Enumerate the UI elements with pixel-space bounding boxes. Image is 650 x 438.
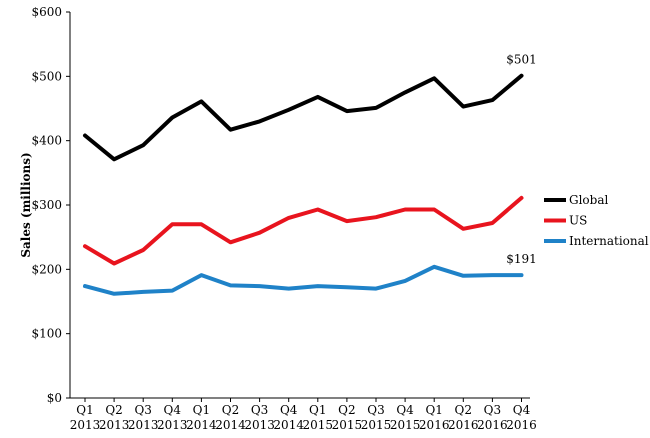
- y-tick-label: $400: [31, 134, 62, 148]
- x-tick-label-year: 2014: [186, 418, 217, 432]
- y-tick-label: $200: [31, 262, 62, 276]
- legend-label: US: [569, 214, 587, 228]
- x-tick-label-year: 2014: [273, 418, 304, 432]
- legend-label: International: [569, 234, 649, 248]
- x-tick-label-quarter: Q2: [338, 403, 355, 417]
- x-tick-label-year: 2015: [361, 418, 392, 432]
- series-line-international: [83, 264, 524, 296]
- y-axis-ticks: $0 $100 $200 $300 $400 $500 $600: [31, 5, 70, 405]
- axes: [69, 12, 530, 399]
- annotations: $501 $191: [506, 53, 537, 266]
- x-tick-label-year: 2016: [419, 418, 450, 432]
- x-tick-label-year: 2014: [215, 418, 246, 432]
- legend: Global US International: [544, 193, 649, 248]
- data-label: $501: [506, 53, 537, 67]
- series-lines: [83, 73, 524, 296]
- y-axis-label: Sales (millions): [19, 152, 33, 257]
- x-axis-ticks: Q12013Q22013Q32013Q42013Q12014Q22014Q320…: [70, 398, 537, 432]
- y-tick-label: $0: [47, 391, 62, 405]
- x-tick-label-year: 2013: [70, 418, 101, 432]
- x-tick-label-year: 2015: [303, 418, 334, 432]
- data-label: $191: [506, 252, 537, 266]
- x-tick-label-quarter: Q1: [425, 403, 442, 417]
- x-tick-label-year: 2013: [128, 418, 159, 432]
- x-tick-label-quarter: Q2: [222, 403, 239, 417]
- x-tick-label-year: 2016: [448, 418, 479, 432]
- y-tick-label: $500: [31, 69, 62, 83]
- x-tick-label-quarter: Q3: [134, 403, 151, 417]
- x-tick-label-quarter: Q3: [251, 403, 268, 417]
- x-tick-label-quarter: Q1: [76, 403, 93, 417]
- x-tick-label-year: 2016: [477, 418, 508, 432]
- x-tick-label-year: 2015: [390, 418, 421, 432]
- y-tick-label: $100: [31, 327, 62, 341]
- x-tick-label-quarter: Q2: [105, 403, 122, 417]
- x-tick-label-quarter: Q4: [164, 403, 182, 417]
- x-tick-label-year: 2013: [157, 418, 188, 432]
- x-tick-label-quarter: Q3: [367, 403, 384, 417]
- x-tick-label-quarter: Q2: [455, 403, 472, 417]
- y-tick-label: $300: [31, 198, 62, 212]
- series-line-us: [83, 195, 524, 266]
- x-tick-label-year: 2013: [244, 418, 275, 432]
- y-tick-label: $600: [31, 5, 62, 19]
- x-tick-label-quarter: Q4: [513, 403, 531, 417]
- legend-label: Global: [569, 193, 608, 207]
- x-tick-label-quarter: Q4: [396, 403, 414, 417]
- series-line-global: [83, 73, 524, 162]
- x-tick-label-quarter: Q3: [484, 403, 501, 417]
- x-tick-label-quarter: Q1: [309, 403, 326, 417]
- x-tick-label-year: 2016: [506, 418, 537, 432]
- x-tick-label-quarter: Q1: [193, 403, 210, 417]
- x-tick-label-year: 2015: [332, 418, 363, 432]
- x-tick-label-quarter: Q4: [280, 403, 298, 417]
- x-tick-label-year: 2013: [99, 418, 130, 432]
